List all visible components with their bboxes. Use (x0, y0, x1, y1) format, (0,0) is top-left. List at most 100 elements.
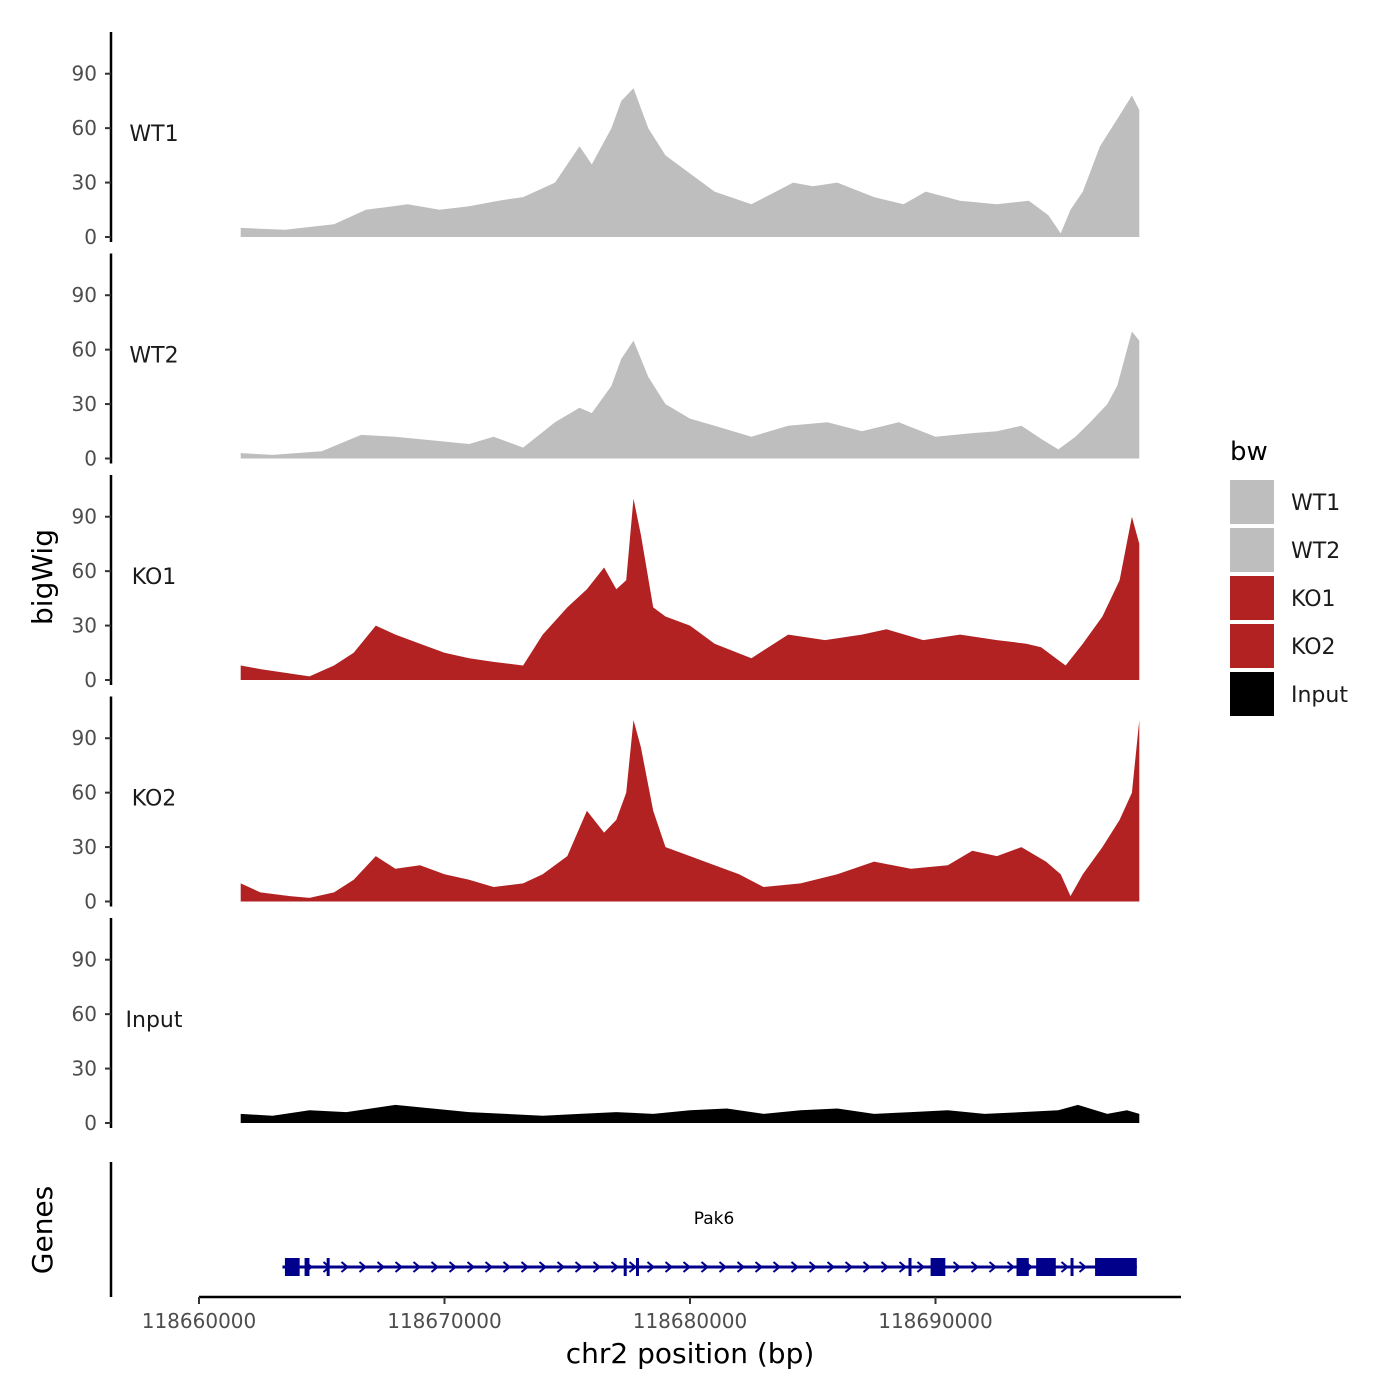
legend-swatch (1230, 624, 1274, 668)
track-label: Input (126, 1008, 183, 1033)
track-ko2: 0 30 60 90 KO2 (72, 696, 1140, 914)
genes-panel-title: Genes (26, 1186, 59, 1274)
y-tick-label: 60 (72, 559, 97, 583)
x-tick-label: 118660000 (142, 1309, 257, 1333)
legend-swatch (1230, 480, 1274, 524)
strand-arrow (880, 1261, 890, 1273)
strand-arrow (898, 1261, 908, 1273)
y-axis-title: bigWig (26, 529, 59, 625)
x-ticks: 118660000 118670000 118680000 118690000 (142, 1297, 993, 1333)
x-tick-label: 118680000 (633, 1309, 748, 1333)
y-tick-label: 0 (84, 1111, 97, 1135)
track-wt1: 0 30 60 90 WT1 (72, 32, 1140, 249)
track-input: 0 30 60 90 Input (72, 918, 1140, 1135)
legend-title: bw (1230, 437, 1268, 467)
gene-exon (284, 1258, 300, 1276)
y-tick-label: 30 (72, 171, 97, 195)
legend-label: WT1 (1291, 491, 1340, 516)
strand-arrow (700, 1261, 710, 1273)
strand-arrow (1006, 1261, 1016, 1273)
strand-arrow (520, 1261, 530, 1273)
track-label: KO2 (132, 787, 177, 812)
gene-exon (623, 1258, 627, 1276)
legend-label: WT2 (1291, 539, 1340, 564)
tracks-layer: 0 30 60 90 WT1 0 30 60 90 WT2 0 30 60 90 KO1 0 30 60 90 KO2… (72, 32, 1140, 1135)
strand-arrow (808, 1261, 818, 1273)
strand-arrow (1078, 1261, 1088, 1273)
strand-arrow (448, 1261, 458, 1273)
track-label: WT2 (129, 344, 178, 369)
y-tick-label: 30 (72, 392, 97, 416)
strand-arrow (844, 1261, 854, 1273)
strand-arrow (538, 1261, 548, 1273)
legend-entries: WT1 WT2 KO1 KO2 Input (1230, 480, 1348, 716)
strand-arrow (502, 1261, 512, 1273)
y-tick-label: 0 (84, 447, 97, 471)
signal-area-ko1 (240, 498, 1140, 680)
track-ko1: 0 30 60 90 KO1 (72, 475, 1140, 692)
legend-label: KO1 (1291, 587, 1336, 612)
strand-arrow (592, 1261, 602, 1273)
gene-exon (1070, 1258, 1074, 1276)
signal-area-wt2 (240, 331, 1140, 459)
y-tick-label: 0 (84, 225, 97, 249)
legend-label: KO2 (1291, 635, 1336, 660)
strand-arrow (718, 1261, 728, 1273)
strand-arrow (862, 1261, 872, 1273)
gene-exon (1095, 1258, 1137, 1276)
y-tick-label: 90 (72, 283, 97, 307)
strand-arrow (988, 1261, 998, 1273)
gene-exon (304, 1258, 310, 1276)
y-tick-label: 90 (72, 505, 97, 529)
x-axis: 118660000 118670000 118680000 118690000 chr… (142, 1295, 1181, 1370)
strand-arrow (682, 1261, 692, 1273)
strand-arrow (340, 1261, 350, 1273)
signal-area-ko2 (240, 720, 1140, 902)
strand-arrow (610, 1261, 620, 1273)
gene-exon (326, 1258, 330, 1276)
gene-exon (908, 1258, 912, 1276)
y-tick-label: 0 (84, 668, 97, 692)
y-tick-label: 30 (72, 1057, 97, 1081)
legend-swatch (1230, 528, 1274, 572)
strand-arrow (376, 1261, 386, 1273)
genes-panel: Genes Pak6 (26, 1162, 1137, 1297)
x-axis-title: chr2 position (bp) (566, 1337, 815, 1370)
legend: bw WT1 WT2 KO1 KO2 Input (1230, 437, 1348, 716)
track-label: KO1 (132, 565, 177, 590)
y-tick-label: 30 (72, 614, 97, 638)
strand-arrow (430, 1261, 440, 1273)
y-tick-label: 0 (84, 890, 97, 914)
gene-model (282, 1258, 1137, 1276)
y-tick-label: 90 (72, 726, 97, 750)
strand-arrow (358, 1261, 368, 1273)
strand-arrow (574, 1261, 584, 1273)
strand-arrow (412, 1261, 422, 1273)
strand-arrow (484, 1261, 494, 1273)
gene-exon (930, 1258, 946, 1276)
strand-arrow (772, 1261, 782, 1273)
strand-arrow (952, 1261, 962, 1273)
track-wt2: 0 30 60 90 WT2 (72, 253, 1140, 471)
legend-label: Input (1291, 683, 1348, 708)
strand-arrow (466, 1261, 476, 1273)
track-label: WT1 (129, 122, 178, 147)
strand-arrow (916, 1261, 926, 1273)
strand-arrow (826, 1261, 836, 1273)
gene-label: Pak6 (694, 1209, 735, 1229)
strand-arrow (1060, 1261, 1070, 1273)
legend-swatch (1230, 672, 1274, 716)
y-tick-label: 60 (72, 1002, 97, 1026)
strand-arrow (646, 1261, 656, 1273)
strand-arrow (394, 1261, 404, 1273)
gene-exon (1016, 1258, 1029, 1276)
y-tick-label: 60 (72, 116, 97, 140)
y-tick-label: 90 (72, 948, 97, 972)
signal-area-input (240, 1104, 1140, 1123)
y-tick-label: 60 (72, 338, 97, 362)
strand-arrow (628, 1261, 638, 1273)
strand-arrow (754, 1261, 764, 1273)
strand-arrow (970, 1261, 980, 1273)
x-tick-label: 118690000 (878, 1309, 993, 1333)
